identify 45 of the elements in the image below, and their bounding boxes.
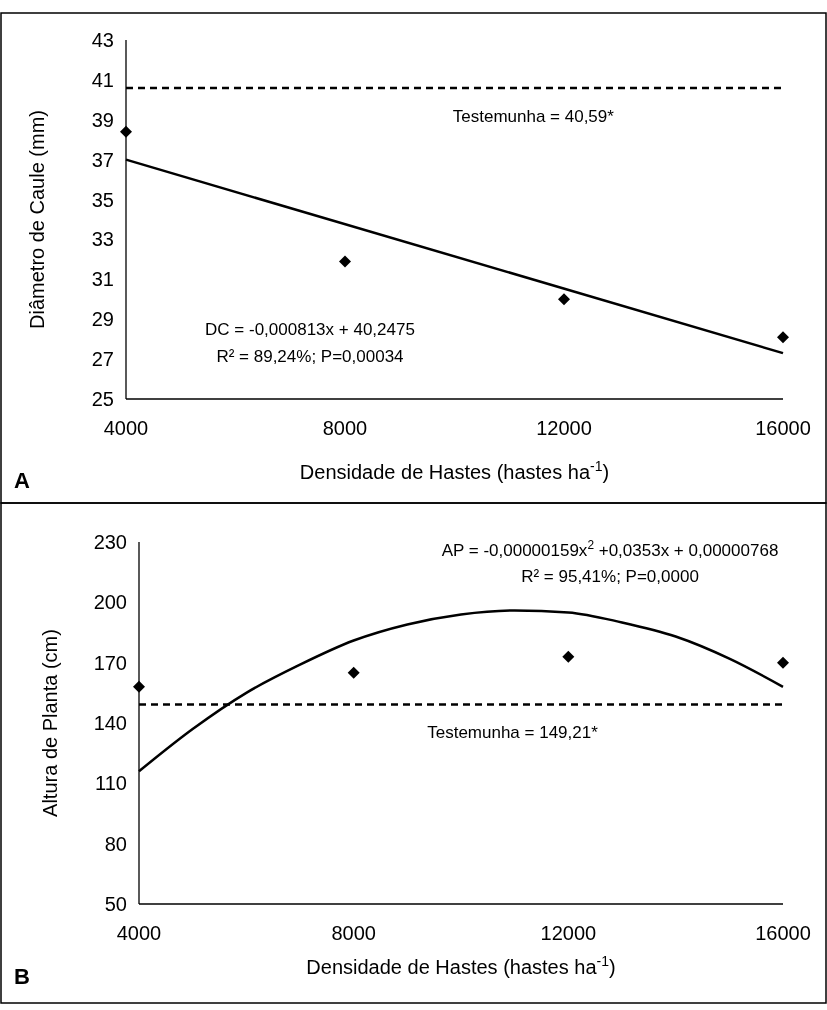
y-tick-label: 200 <box>93 591 127 614</box>
y-tick-label: 41 <box>91 68 114 91</box>
y-tick-label: 80 <box>104 832 127 855</box>
y-tick-label: 230 <box>93 531 127 553</box>
point <box>133 680 145 693</box>
point <box>777 331 789 344</box>
y-tick-label: 35 <box>91 188 114 211</box>
x-tick-label: 4000 <box>103 417 149 439</box>
annotation: AP = -0,00000159x$^{2}$ +0,0353x + 0,00000768 <box>441 538 779 560</box>
y-tick-label: 43 <box>91 29 114 51</box>
text: A <box>14 468 30 493</box>
point <box>339 255 351 268</box>
y-tick-label: 170 <box>93 651 127 674</box>
point <box>777 656 789 669</box>
annotation: R² = 89,24%; P=0,00034 <box>216 347 404 366</box>
point <box>558 293 570 306</box>
y-tick-label: 110 <box>95 772 127 795</box>
x-tick-label: 8000 <box>322 417 368 439</box>
y-tick-label: 27 <box>91 348 114 371</box>
x-axis-title: Densidade de Hastes (hastes ha$^{-1}$) <box>306 953 616 978</box>
y-axis-title: Altura de Planta (cm) <box>39 629 61 817</box>
x-tick-label: 12000 <box>536 417 592 439</box>
y-tick-label: 33 <box>91 228 114 251</box>
y-tick-label: 29 <box>91 308 114 331</box>
point <box>347 666 360 679</box>
y-tick-label: 140 <box>93 712 127 734</box>
y-tick-label: 25 <box>91 388 114 410</box>
y-axis-title: Diâmetro de Caule (mm) <box>26 110 48 329</box>
y-tick-label: 31 <box>91 268 114 291</box>
ref-line-label: Testemunha = 40,59* <box>452 107 615 127</box>
annotation: R² = 95,41%; P=0,0000 <box>521 567 699 586</box>
x-tick-label: 16000 <box>755 417 811 439</box>
ref-line-label: Testemunha = 149,21* <box>427 723 599 743</box>
y-tick-label: 50 <box>104 893 127 915</box>
annotation: DC = -0,000813x + 40,2475 <box>205 320 415 339</box>
x-tick-label: 8000 <box>331 922 376 944</box>
x-tick-label: 16000 <box>755 922 811 944</box>
y-tick-label: 39 <box>91 108 114 131</box>
x-axis-title: Densidade de Hastes (hastes ha$^{-1}$) <box>299 458 610 483</box>
y-tick-label: 37 <box>91 148 114 171</box>
text: B <box>14 964 30 989</box>
x-tick-label: 12000 <box>540 922 597 944</box>
point <box>562 650 575 663</box>
point <box>120 125 132 138</box>
x-tick-label: 4000 <box>116 922 162 944</box>
